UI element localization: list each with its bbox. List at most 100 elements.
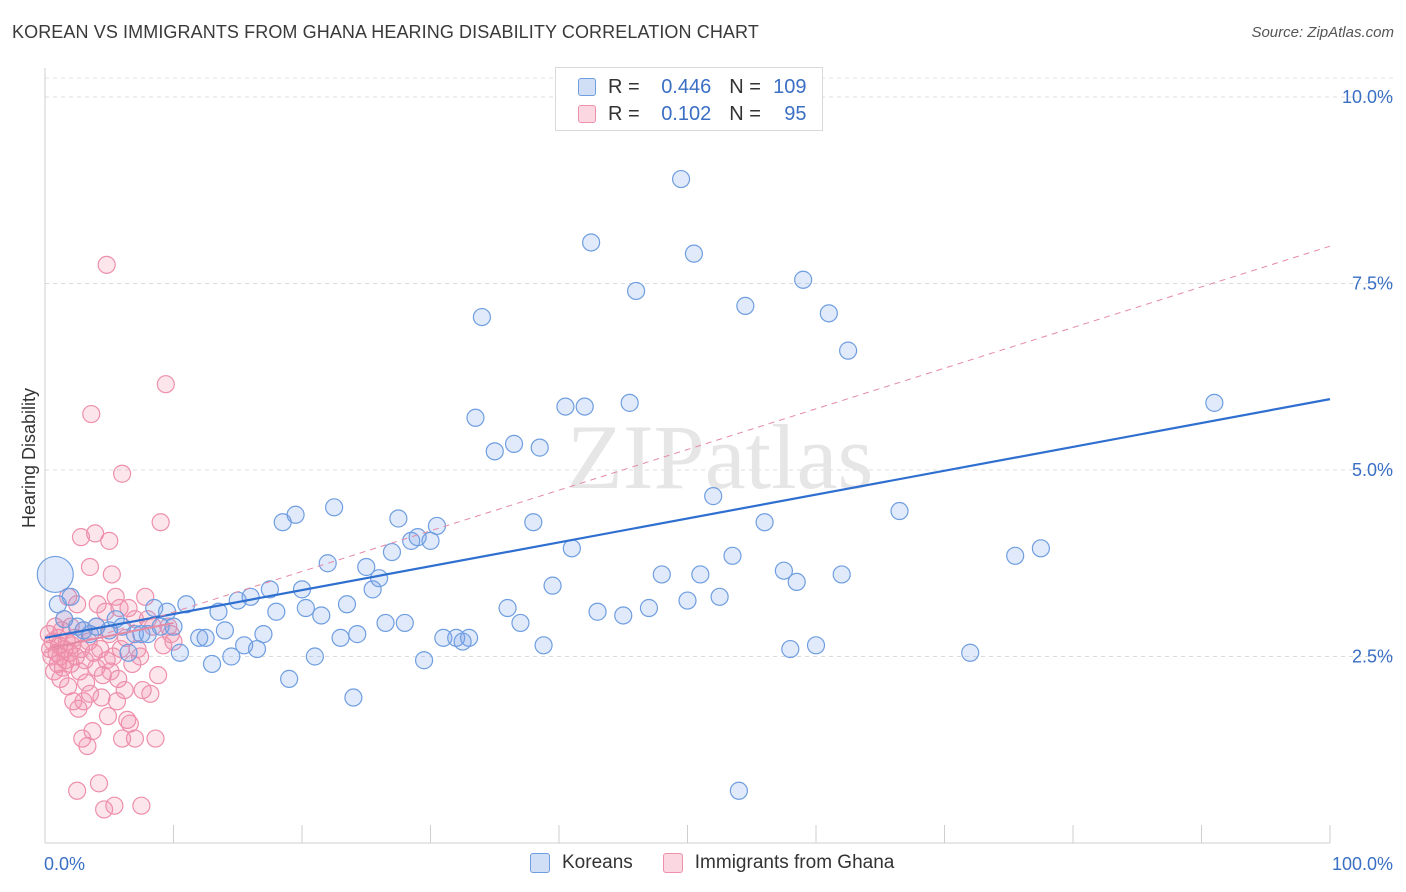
korean-point — [331, 628, 350, 647]
korean-point — [196, 628, 215, 647]
x-tick-label: 100.0% — [1332, 854, 1393, 874]
ghana-point — [100, 531, 119, 550]
ghana-point — [101, 662, 120, 681]
korean-point — [1031, 539, 1050, 558]
korean-point — [260, 580, 279, 599]
korean-point — [839, 341, 858, 360]
legend-row-koreans: R = 0.446 N = 109 — [578, 76, 807, 98]
ghana-point — [95, 800, 114, 819]
korean-point — [119, 643, 138, 662]
korean-point — [620, 393, 639, 412]
ghana-point — [74, 692, 93, 711]
ghana-point — [68, 595, 87, 614]
ghana-point — [96, 602, 115, 621]
korean-point — [710, 587, 729, 606]
ghana-point — [146, 729, 165, 748]
x-tick-labels: 0.0% 100.0% — [44, 854, 1393, 874]
ghana-point — [128, 639, 147, 659]
ghana-point — [92, 688, 111, 707]
ghana-point — [87, 658, 106, 677]
korean-point — [357, 557, 376, 577]
korean-point — [736, 296, 755, 315]
series-legend: Koreans Immigrants from Ghana — [530, 852, 924, 874]
ghana-point — [105, 796, 124, 815]
korean-point — [678, 591, 697, 610]
legend-item-koreans: Koreans — [530, 852, 633, 874]
trendlines — [44, 245, 1331, 654]
korean-point — [774, 561, 793, 580]
ghana-point — [125, 729, 145, 748]
korean-point — [534, 636, 553, 655]
koreans-swatch — [530, 853, 550, 873]
korean-point — [806, 636, 826, 655]
korean-point — [376, 613, 395, 633]
ghana-trendline — [44, 245, 1331, 654]
source-label: Source: ZipAtlas.com — [1251, 24, 1394, 41]
korean-point — [325, 498, 344, 517]
ghana-point — [119, 598, 138, 618]
ghana-point — [89, 774, 109, 793]
legend-label-koreans: Koreans — [562, 852, 633, 873]
korean-point — [61, 587, 80, 606]
chart-title: KOREAN VS IMMIGRANTS FROM GHANA HEARING … — [12, 22, 759, 42]
ghana-point — [88, 595, 107, 614]
korean-point — [254, 625, 273, 644]
ghana-series — [39, 255, 183, 819]
korean-point — [296, 598, 315, 618]
korean-point — [890, 501, 909, 521]
korean-point — [794, 270, 813, 289]
korean-point — [639, 598, 659, 618]
korean-point — [543, 576, 562, 595]
korean-point — [312, 606, 331, 625]
ghana-point — [156, 375, 175, 394]
korean-point — [305, 647, 324, 666]
korean-point — [170, 643, 190, 662]
korean-point — [684, 244, 704, 263]
korean-point — [498, 598, 517, 618]
korean-point — [704, 487, 723, 506]
koreans-swatch — [578, 78, 596, 96]
korean-point — [626, 281, 646, 301]
korean-point — [781, 639, 800, 659]
ghana-point — [71, 528, 91, 547]
ghana-point — [102, 565, 121, 584]
korean-point — [267, 602, 286, 621]
korean-point — [414, 651, 434, 670]
korean-point — [1205, 393, 1224, 412]
korean-point — [395, 613, 414, 633]
ghana-point — [148, 666, 168, 685]
korean-point — [434, 628, 453, 647]
korean-point — [472, 307, 491, 327]
korean-point — [530, 438, 549, 457]
y-tick-label: 10.0% — [1342, 87, 1393, 107]
ghana-point — [141, 684, 160, 703]
r-label: R = — [608, 75, 640, 98]
korean-point — [427, 516, 447, 536]
korean-point — [691, 565, 710, 584]
korean-point — [582, 233, 601, 252]
ghana-point — [115, 680, 134, 700]
ghana-point — [82, 404, 101, 424]
korean-point — [819, 304, 838, 323]
y-axis-title: Hearing Disability — [19, 388, 39, 528]
korean-point — [363, 580, 382, 599]
r-value: 0.446 — [661, 75, 712, 98]
korean-point — [575, 397, 594, 416]
korean-point — [202, 654, 222, 674]
korean-point — [832, 565, 851, 584]
korean-point — [524, 513, 543, 532]
koreans-series — [36, 169, 1224, 800]
ghana-point — [86, 524, 105, 543]
korean-point — [348, 625, 367, 644]
ghana-swatch — [662, 853, 683, 873]
ghana-point — [80, 684, 100, 703]
korean-point — [511, 613, 530, 633]
y-tick-label: 7.5% — [1352, 274, 1393, 294]
legend-label-ghana: Immigrants from Ghana — [694, 852, 895, 873]
korean-point — [318, 554, 337, 573]
korean-point — [787, 572, 806, 592]
korean-point — [222, 647, 241, 666]
n-value: 95 — [784, 102, 807, 125]
korean-point — [729, 781, 749, 800]
